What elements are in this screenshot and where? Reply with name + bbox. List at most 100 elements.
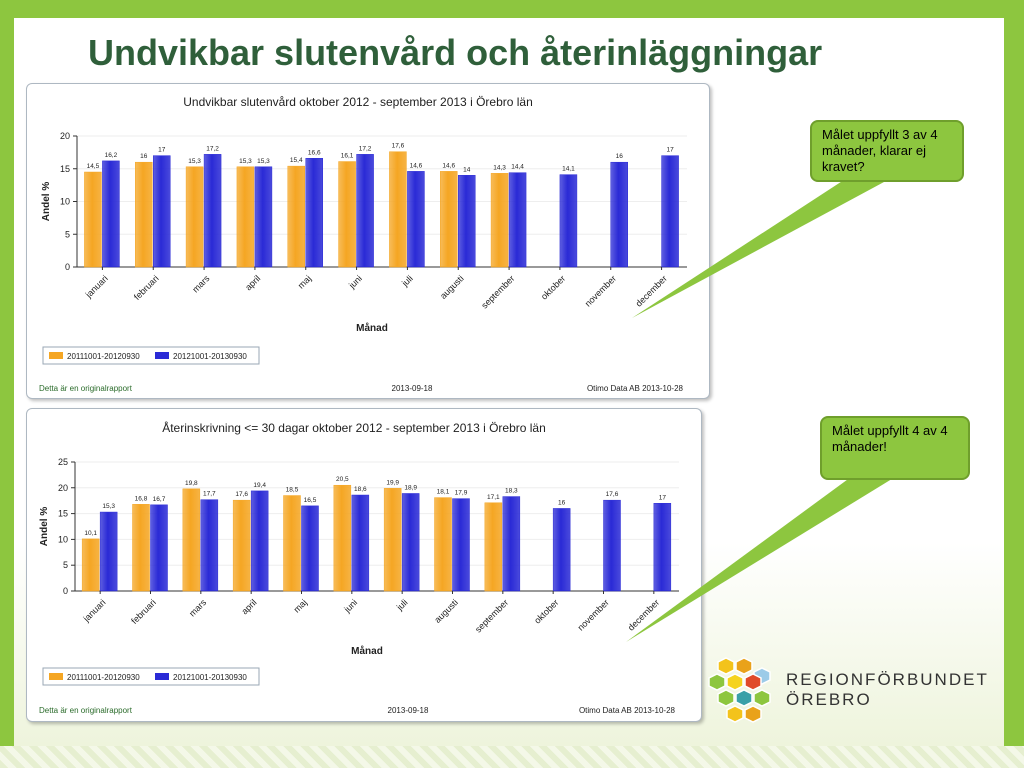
y-tick-label: 20 xyxy=(58,483,68,493)
callout-goal-1-text: Målet uppfyllt 3 av 4 månader, klarar ej… xyxy=(822,127,938,174)
legend-entry-1: 20121001-20130930 xyxy=(173,352,247,361)
legend-box xyxy=(42,667,260,686)
value-label: 14,6 xyxy=(442,162,455,169)
logo-line-2: ÖREBRO xyxy=(786,690,872,709)
y-tick-label: 5 xyxy=(63,560,68,570)
slide-top-band xyxy=(0,0,1024,18)
y-axis-label: Andel % xyxy=(39,507,50,547)
bar-20121001-20130930-september xyxy=(502,496,521,592)
legend-entry-1: 20121001-20130930 xyxy=(173,673,247,682)
chart-title: Undvikbar slutenvård oktober 2012 - sept… xyxy=(183,95,533,109)
callout-goal-1: Målet uppfyllt 3 av 4 månader, klarar ej… xyxy=(810,120,964,182)
y-tick-label: 5 xyxy=(65,229,70,239)
value-label: 15,3 xyxy=(188,158,201,165)
value-label: 14,6 xyxy=(410,162,423,169)
bar-20121001-20130930-februari xyxy=(153,155,171,268)
value-label: 19,9 xyxy=(386,479,399,486)
value-label: 14,1 xyxy=(562,166,575,173)
slide-title: Undvikbar slutenvård och återinläggninga… xyxy=(88,32,823,73)
value-label: 16 xyxy=(140,153,148,160)
value-label: 19,8 xyxy=(185,480,198,487)
value-label: 17,7 xyxy=(203,491,216,498)
bar-20111001-20120930-juli xyxy=(383,488,402,592)
value-label: 16,7 xyxy=(153,496,166,503)
value-label: 18,1 xyxy=(437,489,450,496)
bar-20111001-20120930-juli xyxy=(389,151,407,268)
value-label: 18,5 xyxy=(286,487,299,494)
y-tick-label: 10 xyxy=(58,534,68,544)
y-tick-label: 15 xyxy=(60,164,70,174)
chart-panel-aterinskrivning: Återinskrivning <= 30 dagar oktober 2012… xyxy=(26,408,702,722)
bar-20121001-20130930-november xyxy=(610,161,628,268)
bar-20111001-20120930-augusti xyxy=(440,171,458,268)
plot-area xyxy=(75,462,679,591)
y-tick-label: 0 xyxy=(65,262,70,272)
bar-20121001-20130930-december xyxy=(653,503,672,592)
bar-20121001-20130930-juli xyxy=(401,493,420,592)
value-label: 17 xyxy=(659,494,667,501)
chart-panel-undvikbar-slutenvard: Undvikbar slutenvård oktober 2012 - sept… xyxy=(26,83,710,399)
logo-line-1: REGIONFÖRBUNDET xyxy=(786,670,989,689)
bar-20121001-20130930-april xyxy=(250,490,269,592)
bar-20121001-20130930-maj xyxy=(305,158,323,268)
footer-right: Otimo Data AB 2013-10-28 xyxy=(587,384,684,393)
callout-tail-2 xyxy=(626,474,900,642)
bar-20121001-20130930-augusti xyxy=(458,175,476,268)
value-label: 14,3 xyxy=(493,164,506,171)
value-label: 16,1 xyxy=(341,153,354,160)
value-label: 17,2 xyxy=(206,145,219,152)
bar-20121001-20130930-oktober xyxy=(559,174,578,268)
value-label: 17,6 xyxy=(235,491,248,498)
y-tick-label: 20 xyxy=(60,131,70,141)
bar-20121001-20130930-mars xyxy=(200,499,219,592)
value-label: 17,6 xyxy=(392,143,405,150)
value-label: 17 xyxy=(666,147,674,154)
bar-20121001-20130930-januari xyxy=(102,160,120,268)
value-label: 17,9 xyxy=(455,490,468,497)
value-label: 15,4 xyxy=(290,157,303,164)
bar-20111001-20120930-juni xyxy=(333,484,352,592)
logo-hexagon-icon xyxy=(708,657,771,723)
bar-20111001-20120930-maj xyxy=(287,165,305,268)
value-label: 18,9 xyxy=(404,484,417,491)
value-label: 17,2 xyxy=(359,145,372,152)
bar-20111001-20120930-augusti xyxy=(434,497,452,592)
footer-right: Otimo Data AB 2013-10-28 xyxy=(579,706,676,715)
bar-20121001-20130930-september xyxy=(508,172,527,268)
bar-20121001-20130930-juni xyxy=(351,494,370,592)
value-label: 19,4 xyxy=(253,482,266,489)
y-tick-label: 25 xyxy=(58,457,68,467)
bar-20121001-20130930-maj xyxy=(301,505,319,592)
bar-20111001-20120930-januari xyxy=(84,171,102,268)
regionforbundet-logo: REGIONFÖRBUNDET ÖREBRO xyxy=(706,656,996,726)
y-tick-label: 15 xyxy=(58,509,68,519)
x-axis-label: Månad xyxy=(356,322,388,334)
chart-title: Återinskrivning <= 30 dagar oktober 2012… xyxy=(162,420,546,435)
value-label: 17,1 xyxy=(487,494,500,501)
bar-20111001-20120930-september xyxy=(484,502,503,592)
bar-20121001-20130930-juni xyxy=(356,154,374,268)
value-label: 14,4 xyxy=(511,164,524,171)
value-label: 17,6 xyxy=(606,491,619,498)
footer-center: 2013-09-18 xyxy=(392,384,433,393)
bar-20111001-20120930-maj xyxy=(283,495,301,592)
bar-20121001-20130930-november xyxy=(603,499,621,592)
y-axis-label: Andel % xyxy=(41,182,52,222)
legend: 20111001-20120930 20121001-20130930 xyxy=(42,667,260,686)
value-label: 17 xyxy=(158,147,166,154)
value-label: 18,6 xyxy=(354,486,367,493)
bar-20111001-20120930-september xyxy=(490,173,509,268)
value-label: 18,3 xyxy=(505,488,518,495)
value-label: 15,3 xyxy=(239,158,252,165)
callout-tail-1 xyxy=(632,176,895,318)
value-label: 10,1 xyxy=(84,530,97,537)
bar-20121001-20130930-februari xyxy=(150,504,168,592)
value-label: 14,5 xyxy=(87,163,100,170)
footer-left: Detta är en originalrapport xyxy=(39,706,133,715)
footer-center: 2013-09-18 xyxy=(388,706,429,715)
slide-bottom-band xyxy=(0,746,1024,768)
bar-20111001-20120930-januari xyxy=(81,538,100,592)
footer-left: Detta är en originalrapport xyxy=(39,384,133,393)
bar-20111001-20120930-april xyxy=(236,166,255,268)
